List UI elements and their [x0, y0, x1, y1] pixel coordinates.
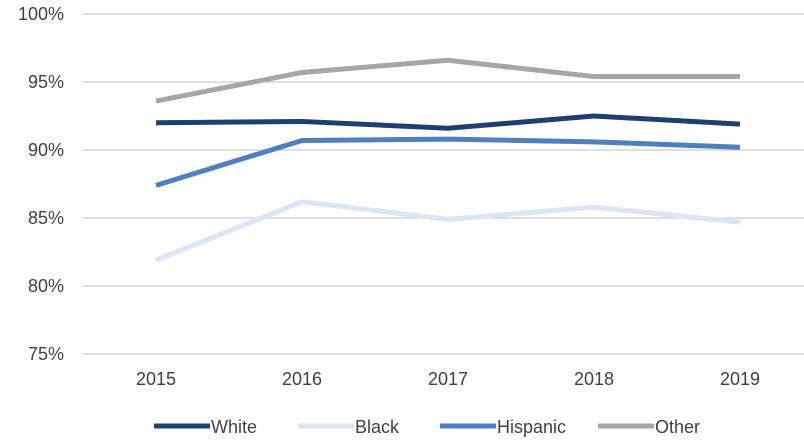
- legend-label: White: [211, 417, 257, 437]
- series-line-hispanic: [155, 136, 741, 188]
- x-tick-label: 2016: [282, 369, 322, 389]
- x-tick-label: 2015: [136, 369, 176, 389]
- x-tick-label: 2017: [428, 369, 468, 389]
- y-tick-label: 85%: [28, 208, 64, 228]
- y-tick-label: 75%: [28, 344, 64, 364]
- legend-label: Black: [355, 417, 400, 437]
- y-tick-label: 90%: [28, 140, 64, 160]
- series-line-other: [155, 57, 740, 104]
- gridlines: [82, 13, 804, 355]
- series-lines: [155, 57, 741, 263]
- y-tick-label: 100%: [18, 4, 64, 24]
- y-tick-label: 95%: [28, 72, 64, 92]
- y-tick-label: 80%: [28, 276, 64, 296]
- legend-item-hispanic: Hispanic: [440, 417, 566, 437]
- series-line-white: [155, 113, 741, 131]
- legend-label: Other: [655, 417, 700, 437]
- legend-item-black: Black: [298, 417, 400, 437]
- y-axis-tick-labels: 75% 80% 85% 90% 95% 100%: [18, 4, 64, 364]
- x-tick-label: 2018: [574, 369, 614, 389]
- series-line-black: [155, 199, 741, 263]
- legend: White Black Hispanic Other: [154, 417, 700, 437]
- legend-item-other: Other: [598, 417, 700, 437]
- x-axis-tick-labels: 2015 2016 2017 2018 2019: [136, 369, 760, 389]
- legend-item-white: White: [154, 417, 257, 437]
- x-tick-label: 2019: [720, 369, 760, 389]
- legend-label: Hispanic: [497, 417, 566, 437]
